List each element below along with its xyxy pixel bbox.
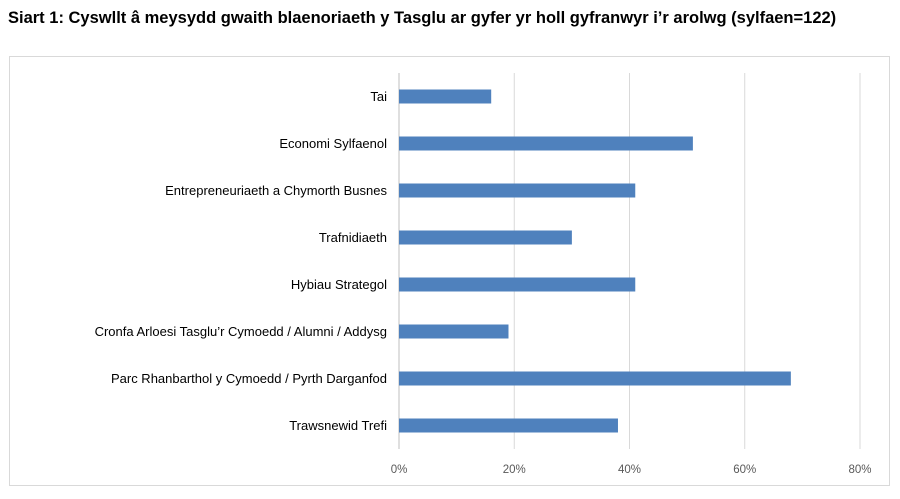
x-tick-label: 20% bbox=[503, 464, 526, 476]
x-tick-label: 40% bbox=[618, 464, 641, 476]
bar bbox=[399, 418, 618, 433]
x-tick-label: 80% bbox=[848, 464, 871, 476]
category-label: Trafnidiaeth bbox=[319, 230, 387, 245]
bar bbox=[399, 277, 636, 292]
category-label: Economi Sylfaenol bbox=[279, 136, 387, 151]
bar bbox=[399, 183, 636, 198]
category-label: Parc Rhanbarthol y Cymoedd / Pyrth Darga… bbox=[111, 371, 387, 386]
bar bbox=[399, 230, 572, 245]
category-label: Tai bbox=[370, 89, 387, 104]
chart-area bbox=[9, 56, 890, 486]
category-label: Hybiau Strategol bbox=[291, 277, 387, 292]
bar bbox=[399, 89, 492, 104]
category-label: Trawsnewid Trefi bbox=[289, 418, 387, 433]
x-tick-label: 60% bbox=[733, 464, 756, 476]
x-tick-label: 0% bbox=[391, 464, 408, 476]
bar bbox=[399, 371, 791, 386]
bar bbox=[399, 136, 693, 151]
category-label: Entrepreneuriaeth a Chymorth Busnes bbox=[165, 183, 387, 198]
bar bbox=[399, 324, 509, 339]
chart-title: Siart 1: Cyswllt â meysydd gwaith blaeno… bbox=[8, 9, 837, 27]
category-label: Cronfa Arloesi Tasglu’r Cymoedd / Alumni… bbox=[95, 324, 387, 339]
